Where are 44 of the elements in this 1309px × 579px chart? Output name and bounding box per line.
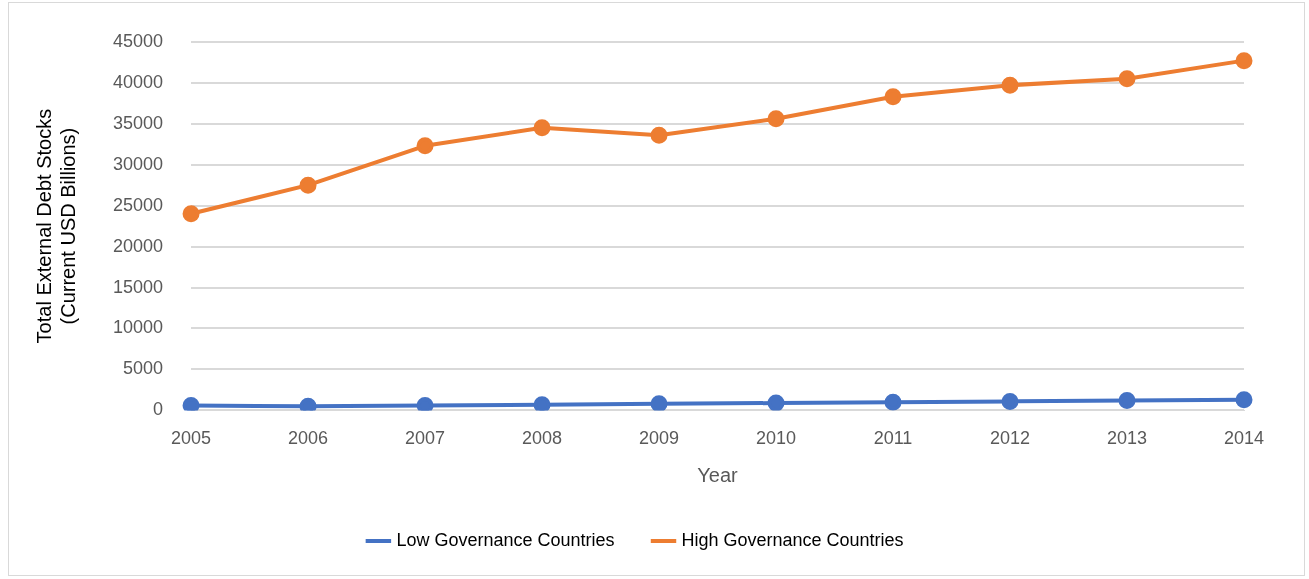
y-tick-label: 40000 bbox=[112, 71, 164, 92]
y-axis-title: Total External Debt Stocks (Current USD Billions) bbox=[32, 108, 79, 344]
y-tick-label: 45000 bbox=[112, 30, 164, 51]
x-tick-label: 2009 bbox=[639, 428, 680, 449]
x-tick-label: 2005 bbox=[171, 428, 212, 449]
legend-label: High Governance Countries bbox=[681, 529, 904, 550]
x-tick-label: 2006 bbox=[288, 428, 329, 449]
point bbox=[1235, 391, 1253, 409]
point bbox=[533, 396, 551, 411]
point bbox=[1235, 52, 1253, 70]
x-tick-label: 2008 bbox=[522, 428, 563, 449]
y-tick-label: 20000 bbox=[112, 235, 164, 256]
legend-label: Low Governance Countries bbox=[396, 529, 615, 550]
point bbox=[650, 126, 668, 144]
y-tick-label: 0 bbox=[153, 399, 164, 420]
x-tick-label: 2013 bbox=[1106, 428, 1148, 449]
x-tick-label: 2007 bbox=[405, 428, 446, 449]
x-tick-label: 2012 bbox=[989, 428, 1031, 449]
point bbox=[182, 205, 200, 223]
x-tick-label: 2010 bbox=[756, 428, 797, 449]
point bbox=[884, 393, 902, 411]
x-axis-title: Year bbox=[697, 463, 739, 486]
y-tick-label: 10000 bbox=[112, 317, 164, 338]
point bbox=[416, 137, 434, 155]
y-tick-label: 25000 bbox=[112, 194, 164, 215]
point bbox=[533, 119, 551, 137]
y-tick-label: 35000 bbox=[112, 112, 164, 133]
point bbox=[650, 395, 668, 411]
x-tick-label: 2014 bbox=[1223, 428, 1265, 449]
point bbox=[299, 397, 317, 411]
point bbox=[182, 396, 200, 411]
point bbox=[767, 394, 785, 411]
point bbox=[884, 88, 902, 106]
point bbox=[1001, 76, 1019, 94]
point bbox=[1001, 392, 1019, 410]
point bbox=[416, 396, 434, 411]
y-tick-label: 30000 bbox=[112, 153, 164, 174]
point bbox=[1118, 392, 1136, 410]
point bbox=[1118, 70, 1136, 88]
x-tick-label: 2011 bbox=[873, 428, 913, 449]
point bbox=[767, 110, 785, 128]
y-tick-label: 5000 bbox=[123, 358, 164, 379]
y-tick-label: 15000 bbox=[112, 276, 164, 297]
point bbox=[299, 176, 317, 194]
